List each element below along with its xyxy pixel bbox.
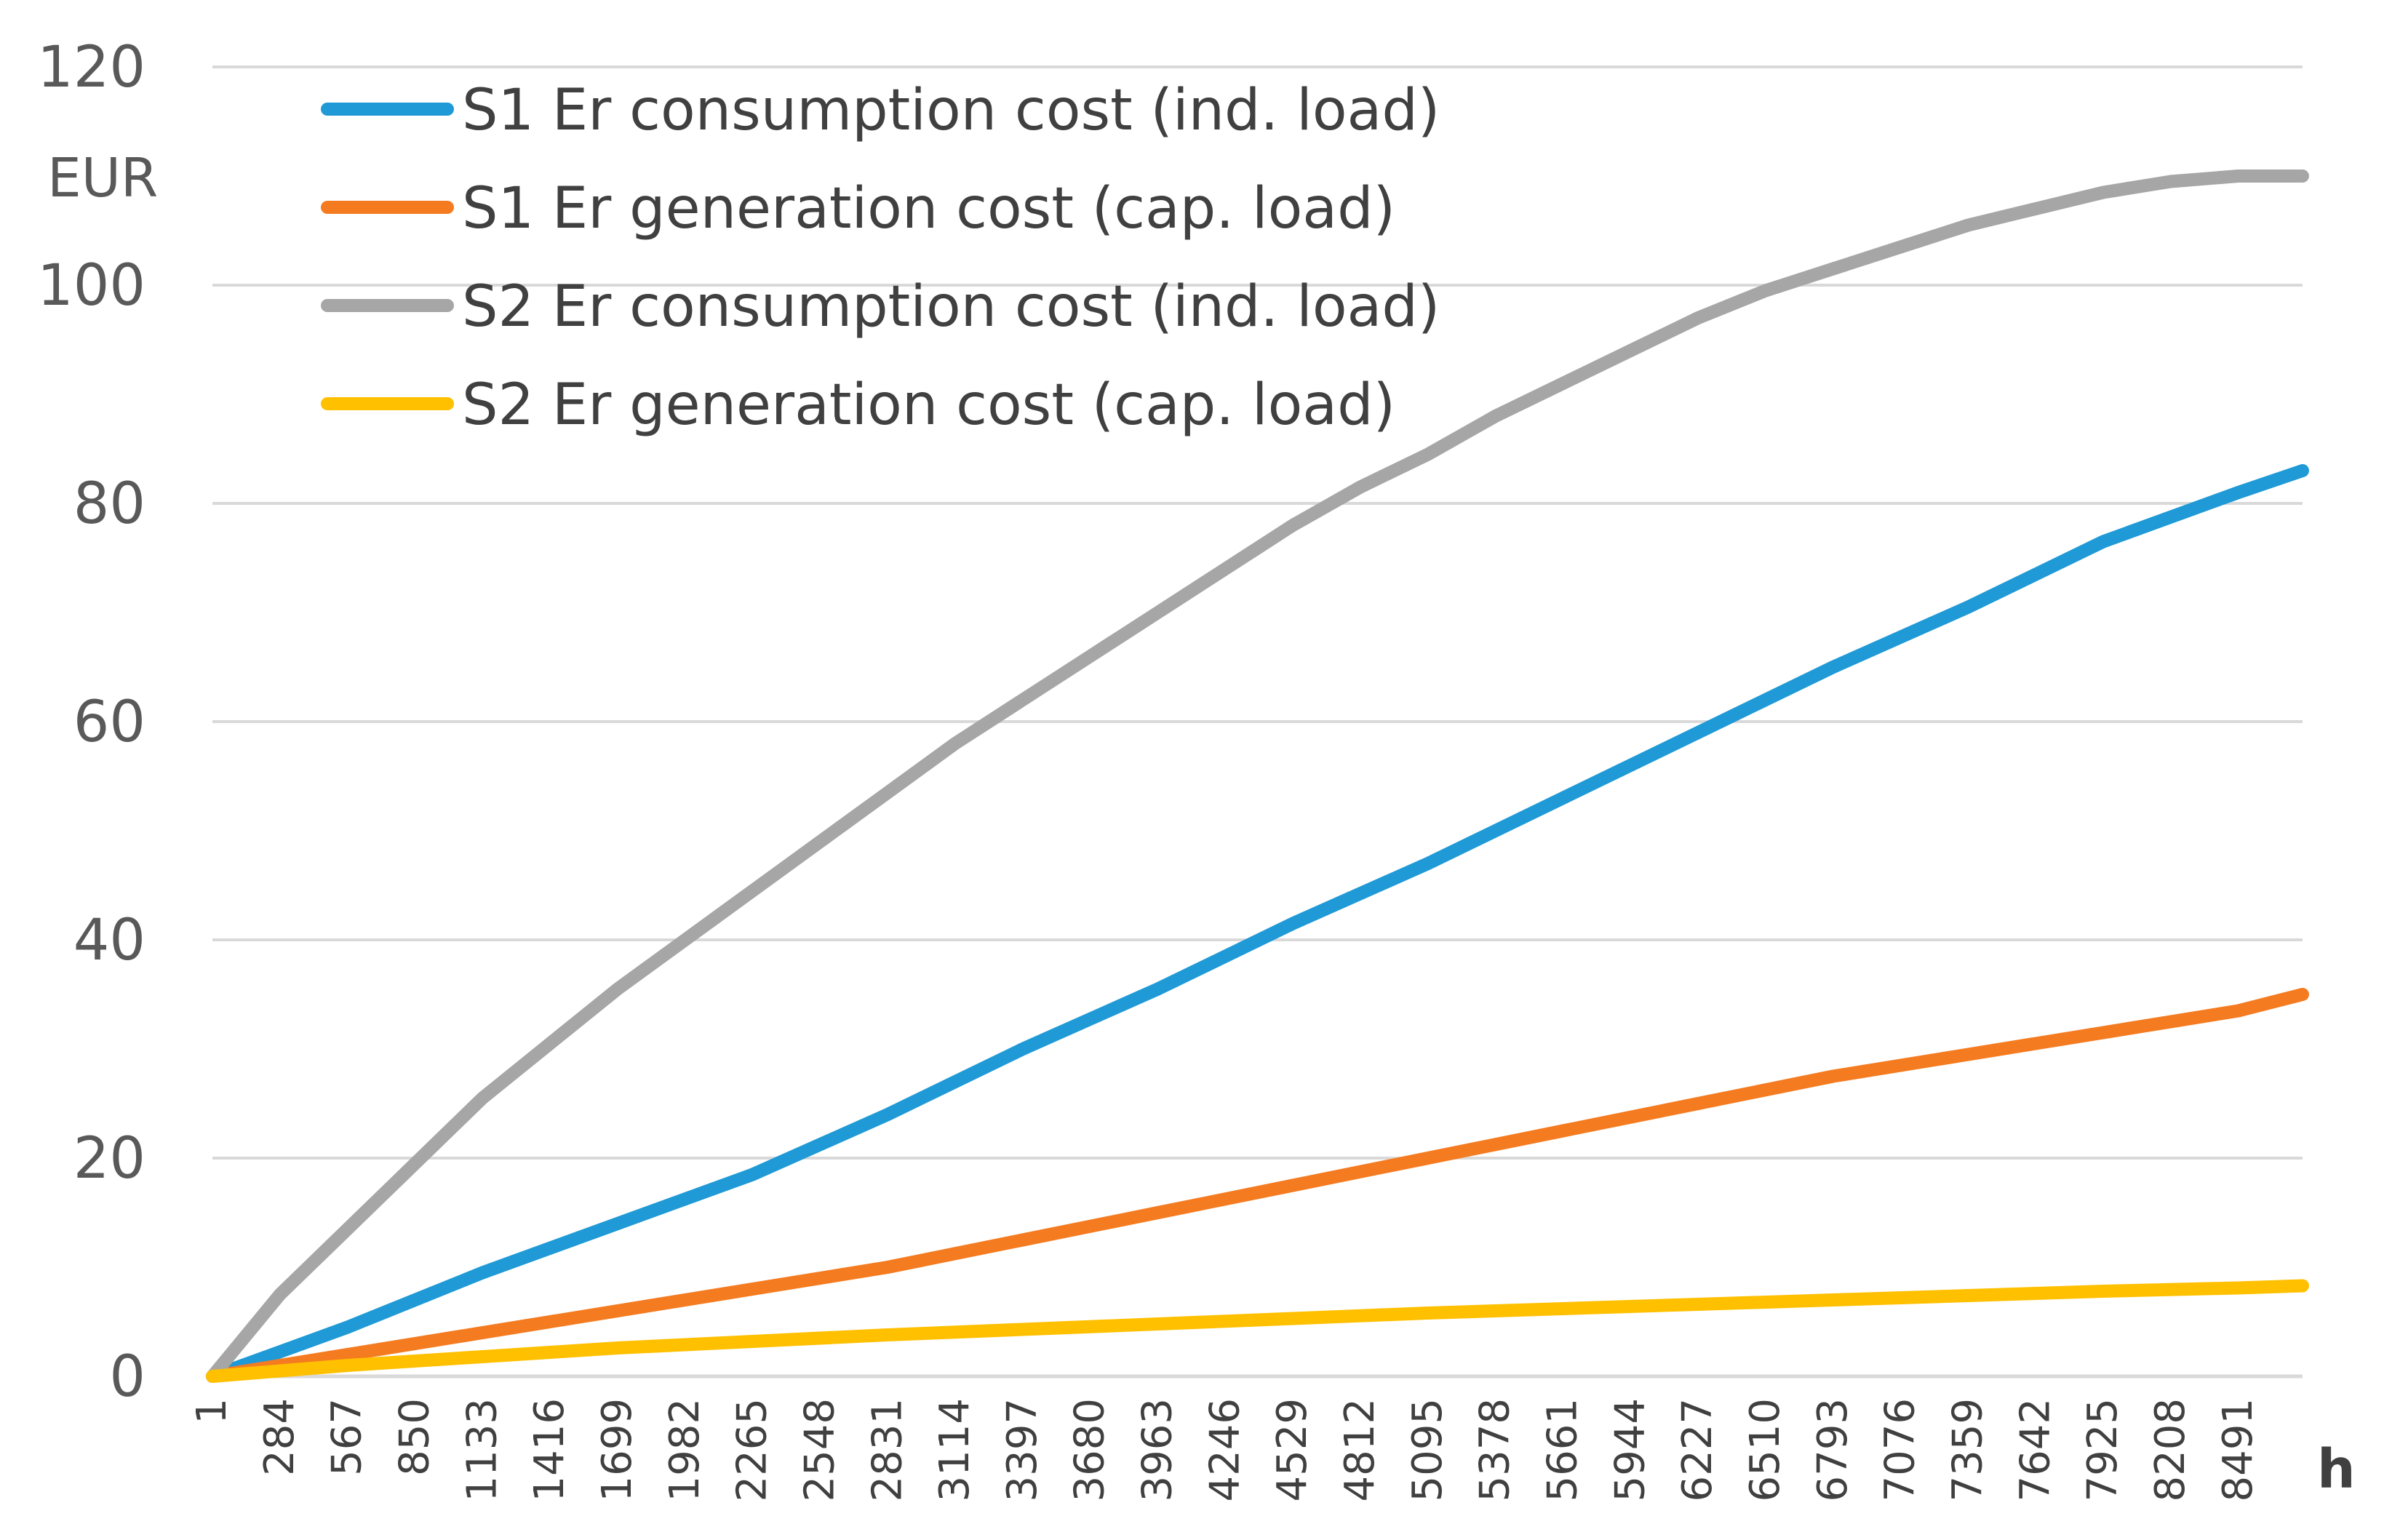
y-tick-labels: 0 20 40 60 80 100 120 bbox=[37, 35, 145, 1410]
x-tick-label: 6227 bbox=[1674, 1398, 1721, 1502]
x-tick-label: 7359 bbox=[1944, 1398, 1991, 1502]
series-line-3 bbox=[206, 169, 2309, 1383]
x-tick-label: 3397 bbox=[999, 1398, 1046, 1502]
x-tick-label: 7642 bbox=[2012, 1398, 2059, 1502]
y-tick-label: 20 bbox=[73, 1126, 145, 1192]
x-tick-label: 850 bbox=[391, 1398, 438, 1476]
x-tick-label: 4529 bbox=[1269, 1398, 1316, 1502]
y-axis-label: EUR bbox=[47, 147, 158, 210]
x-tick-label: 1133 bbox=[458, 1398, 506, 1502]
x-tick-label: 4246 bbox=[1201, 1398, 1248, 1502]
x-axis-label: h bbox=[2317, 1438, 2356, 1501]
legend-label: S2 Er generation cost (cap. load) bbox=[462, 372, 1395, 438]
series-line-4 bbox=[206, 1279, 2309, 1383]
x-tick-label: 8208 bbox=[2147, 1398, 2194, 1502]
legend-label: S1 Er generation cost (cap. load) bbox=[462, 176, 1395, 242]
series-lines bbox=[206, 169, 2309, 1383]
x-tick-label: 3114 bbox=[931, 1398, 978, 1502]
gridlines bbox=[212, 65, 2303, 1160]
x-tick-label: 5378 bbox=[1472, 1398, 1519, 1502]
x-tick-label: 6510 bbox=[1742, 1398, 1789, 1502]
series-line-2 bbox=[206, 988, 2309, 1383]
series-line-1 bbox=[206, 464, 2309, 1383]
legend-label: S2 Er consumption cost (ind. load) bbox=[462, 274, 1440, 340]
x-tick-label: 284 bbox=[256, 1398, 303, 1476]
x-tick-label: 3680 bbox=[1067, 1398, 1114, 1502]
x-tick-label: 5944 bbox=[1606, 1398, 1654, 1502]
x-tick-label: 1982 bbox=[661, 1398, 709, 1502]
x-tick-label: 2548 bbox=[796, 1398, 843, 1502]
x-tick-label: 8491 bbox=[2214, 1398, 2262, 1502]
y-tick-label: 60 bbox=[73, 690, 145, 755]
legend-label: S1 Er consumption cost (ind. load) bbox=[462, 78, 1440, 143]
x-tick-label: 1416 bbox=[526, 1398, 573, 1502]
x-tick-label: 5095 bbox=[1404, 1398, 1451, 1502]
x-tick-label: 1 bbox=[188, 1398, 236, 1424]
x-tick-label: 5661 bbox=[1539, 1398, 1587, 1502]
y-tick-label: 0 bbox=[109, 1344, 145, 1410]
y-tick-label: 80 bbox=[73, 471, 145, 537]
x-tick-label: 3963 bbox=[1134, 1398, 1181, 1502]
y-tick-label: 100 bbox=[37, 253, 145, 319]
x-tick-label: 2265 bbox=[729, 1398, 776, 1502]
x-tick-label: 6793 bbox=[1809, 1398, 1857, 1502]
y-tick-label: 40 bbox=[73, 908, 145, 973]
x-tick-label: 7925 bbox=[2079, 1398, 2126, 1502]
x-tick-label: 2831 bbox=[864, 1398, 911, 1502]
x-tick-label: 4812 bbox=[1336, 1398, 1384, 1502]
y-tick-label: 120 bbox=[37, 35, 145, 100]
legend: S1 Er consumption cost (ind. load) S1 Er … bbox=[321, 78, 1440, 438]
x-tick-label: 1699 bbox=[594, 1398, 641, 1502]
x-tick-label: 567 bbox=[324, 1398, 371, 1476]
x-tick-label: 7076 bbox=[1877, 1398, 1924, 1502]
x-tick-labels: 1 284 567 850 1133 1416 1699 1982 2265 2548 2831 31… bbox=[188, 1398, 2262, 1502]
